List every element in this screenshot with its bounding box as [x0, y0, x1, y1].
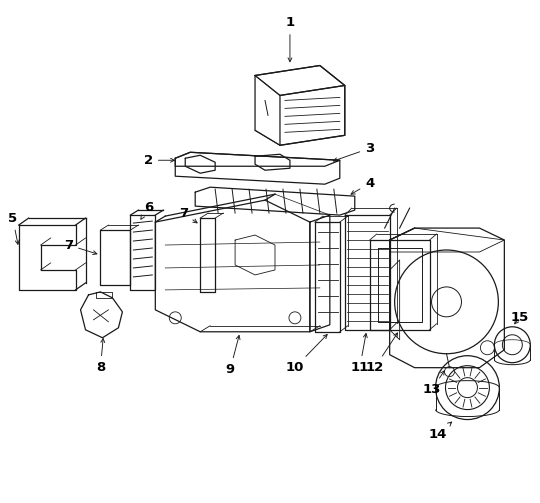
- Text: 2: 2: [144, 154, 174, 167]
- Text: 15: 15: [510, 311, 529, 324]
- Text: 8: 8: [96, 339, 105, 374]
- Text: 7: 7: [64, 238, 97, 255]
- Text: 10: 10: [286, 334, 327, 374]
- Text: 4: 4: [351, 177, 374, 194]
- Text: 13: 13: [422, 371, 444, 396]
- Text: 14: 14: [428, 422, 451, 441]
- Text: 11: 11: [350, 333, 369, 374]
- Text: 7: 7: [179, 207, 197, 223]
- Text: 3: 3: [333, 142, 374, 161]
- Text: 5: 5: [8, 212, 19, 244]
- Text: 9: 9: [226, 336, 240, 376]
- Text: 6: 6: [141, 201, 153, 219]
- Text: 12: 12: [366, 333, 397, 374]
- Text: 1: 1: [285, 16, 294, 62]
